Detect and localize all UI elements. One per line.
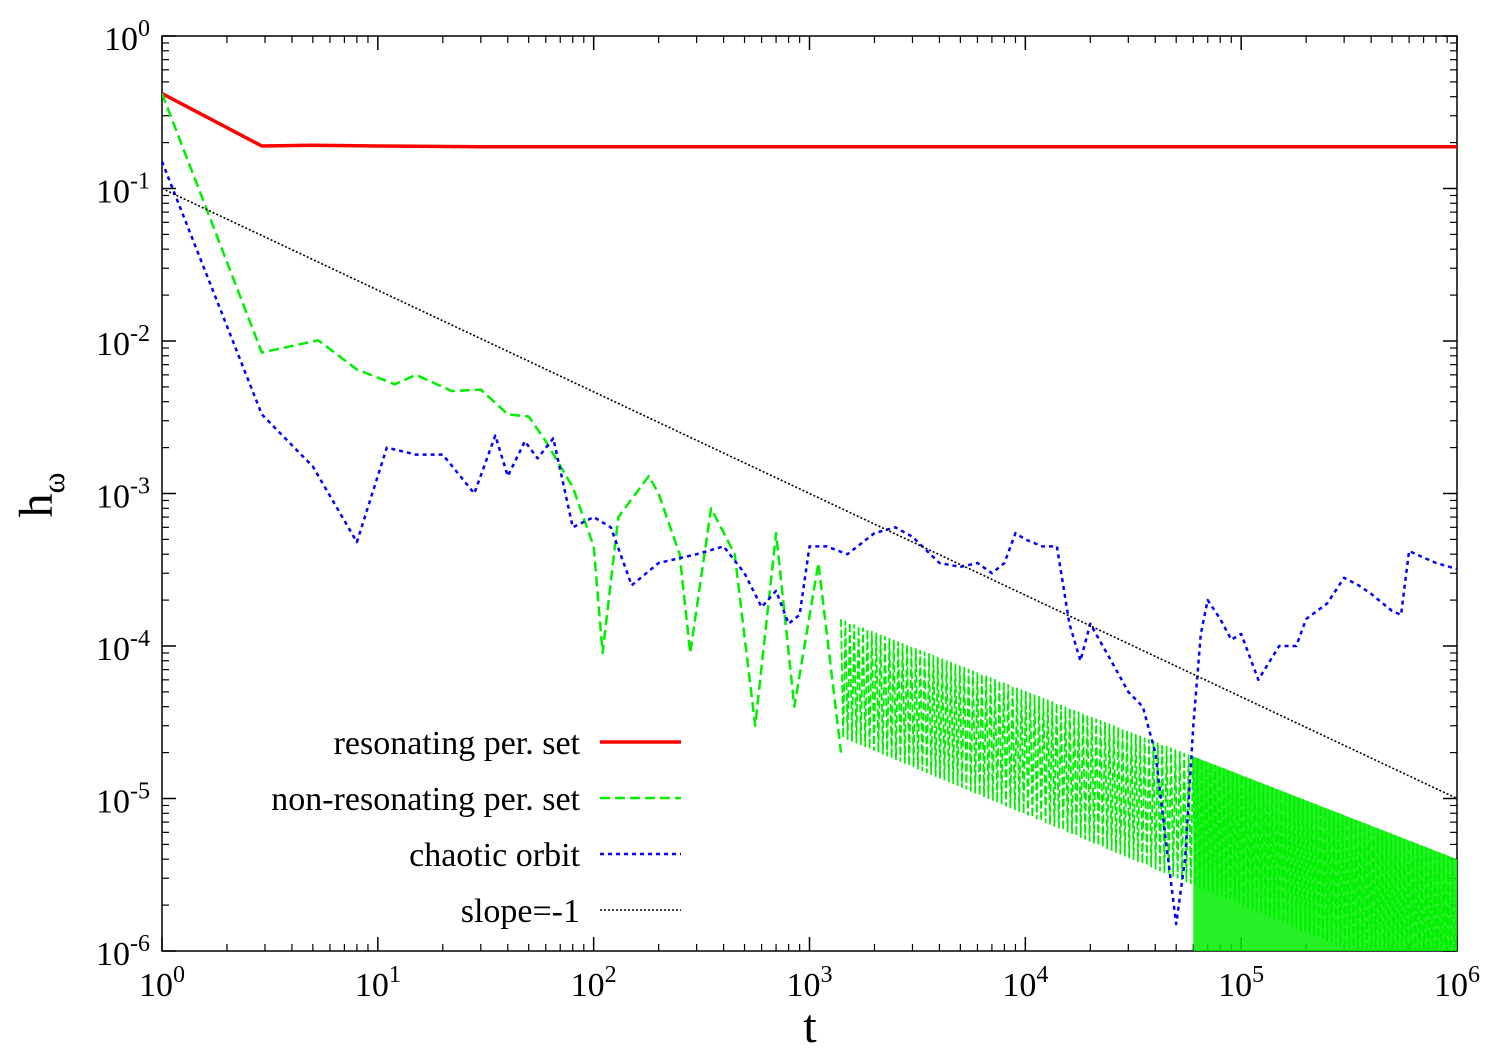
y-tick-label: 10-4 (96, 626, 150, 668)
series-line-chaotic-orbit (162, 161, 1457, 926)
series-non-resonating-oscillations (840, 619, 1457, 951)
x-tick-label: 106 (1434, 962, 1480, 1004)
y-axis-label-base: h (10, 494, 63, 518)
x-tick-label: 105 (1218, 962, 1264, 1004)
y-tick-label: 10-6 (96, 931, 150, 973)
y-tick-label: 10-2 (96, 321, 150, 363)
y-tick-label: 10-5 (96, 779, 150, 821)
legend-label: chaotic orbit (409, 837, 580, 874)
y-axis-label: hω (10, 472, 71, 517)
legend-label: resonating per. set (334, 725, 581, 762)
axis-ticks (161, 35, 1458, 952)
x-axis-label: t (803, 1000, 817, 1050)
series-layer (162, 91, 1457, 951)
legend: resonating per. set non-resonating per. s… (271, 725, 681, 930)
svg-text:hω: hω (10, 472, 71, 517)
x-tick-label: 102 (571, 962, 617, 1004)
series-line-resonating-per-set (162, 91, 1457, 149)
y-axis-label-subscript: ω (35, 472, 71, 493)
x-tick-label: 103 (787, 962, 833, 1004)
x-tick-label: 104 (1002, 962, 1048, 1004)
y-tick-label: 10-1 (96, 169, 150, 211)
series-line-slope-1 (162, 187, 1457, 800)
axis-tick-labels: 100 101 102 103 104 105 106 100 10-1 10-2 10-3 10-4… (96, 16, 1480, 1004)
legend-label: slope=-1 (461, 893, 580, 930)
legend-label: non-resonating per. set (271, 781, 580, 818)
non-resonating-dense-band (1193, 756, 1457, 951)
x-tick-label: 101 (355, 962, 401, 1004)
series-line-non-resonating-per-set (162, 93, 843, 753)
y-tick-label: 100 (104, 16, 150, 58)
x-tick-label: 100 (139, 962, 185, 1004)
y-tick-label: 10-3 (96, 474, 150, 516)
